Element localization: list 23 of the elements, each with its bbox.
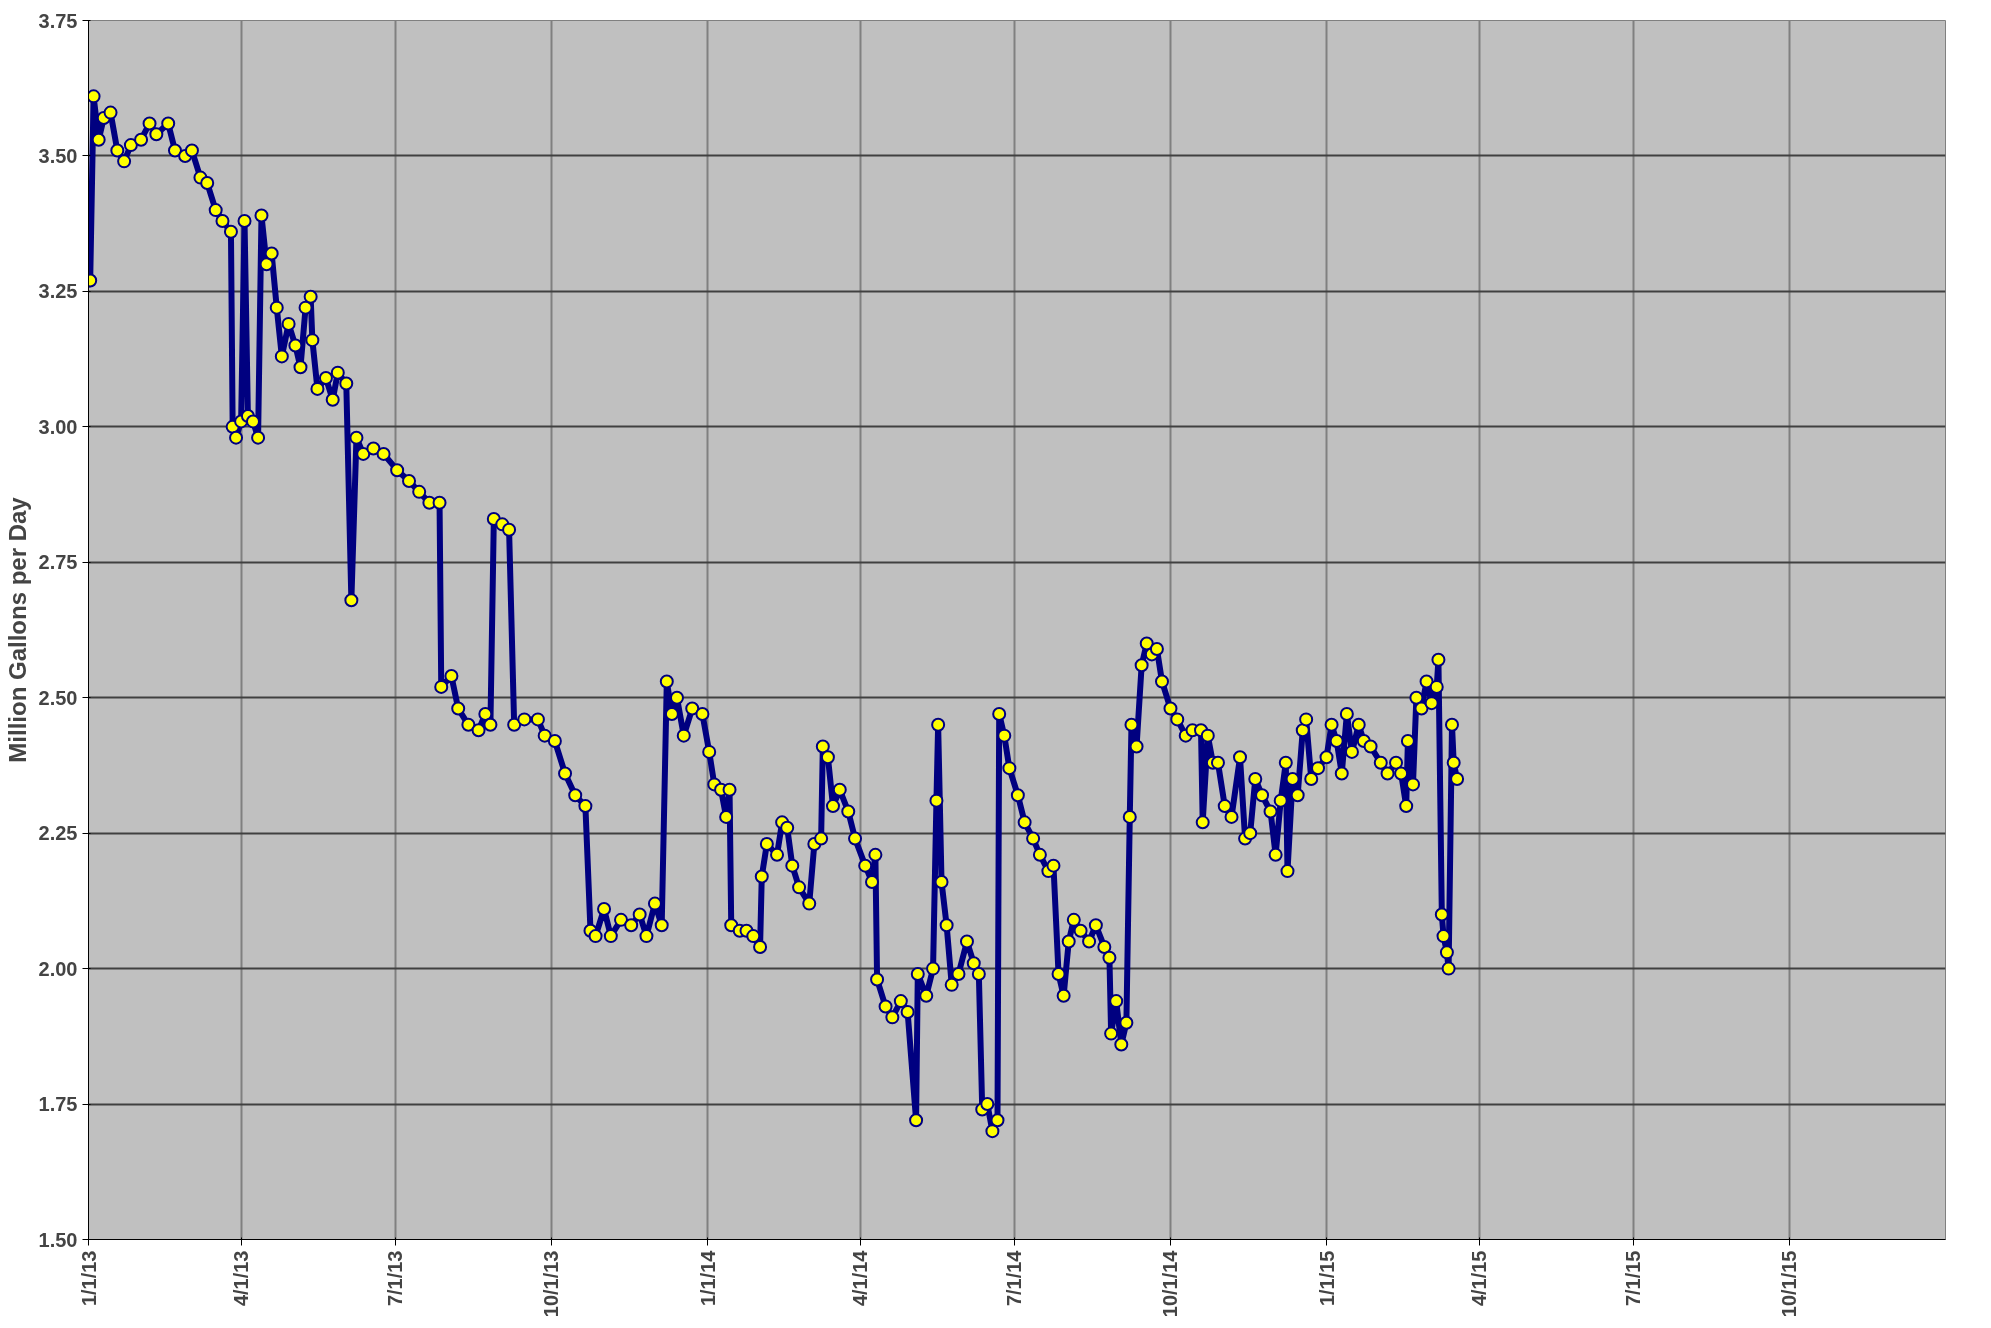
y-tick-label: 3.00 — [38, 415, 78, 438]
x-tick-label: 7/1/14 — [1003, 1249, 1026, 1307]
x-tick-label: 7/1/15 — [1622, 1250, 1645, 1307]
y-tick-label: 3.25 — [38, 280, 78, 303]
y-tick-label: 2.00 — [38, 957, 78, 980]
x-tick-label: 10/1/15 — [1778, 1250, 1801, 1318]
y-tick-label: 2.75 — [38, 551, 78, 574]
y-axis-title: Million Gallons per Day — [3, 496, 31, 763]
y-tick-label: 2.25 — [38, 822, 78, 845]
y-tick-label: 3.50 — [38, 144, 78, 167]
x-tick-label: 4/1/14 — [849, 1249, 872, 1307]
x-tick-label: 7/1/13 — [384, 1250, 407, 1307]
x-tick-label: 1/1/15 — [1315, 1250, 1338, 1307]
y-tick-label: 1.75 — [38, 1093, 78, 1116]
y-tick-label: 1.50 — [38, 1228, 78, 1251]
y-tick-label: 2.50 — [38, 686, 78, 709]
x-tick-label: 4/1/15 — [1468, 1250, 1491, 1307]
x-tick-label: 1/1/14 — [696, 1249, 719, 1307]
x-tick-label: 1/1/13 — [77, 1250, 100, 1307]
x-tick-label: 10/1/13 — [540, 1250, 563, 1318]
y-tick-label: 3.75 — [38, 9, 78, 32]
x-tick-label: 10/1/14 — [1159, 1249, 1182, 1318]
x-tick-label: 4/1/13 — [230, 1250, 253, 1307]
